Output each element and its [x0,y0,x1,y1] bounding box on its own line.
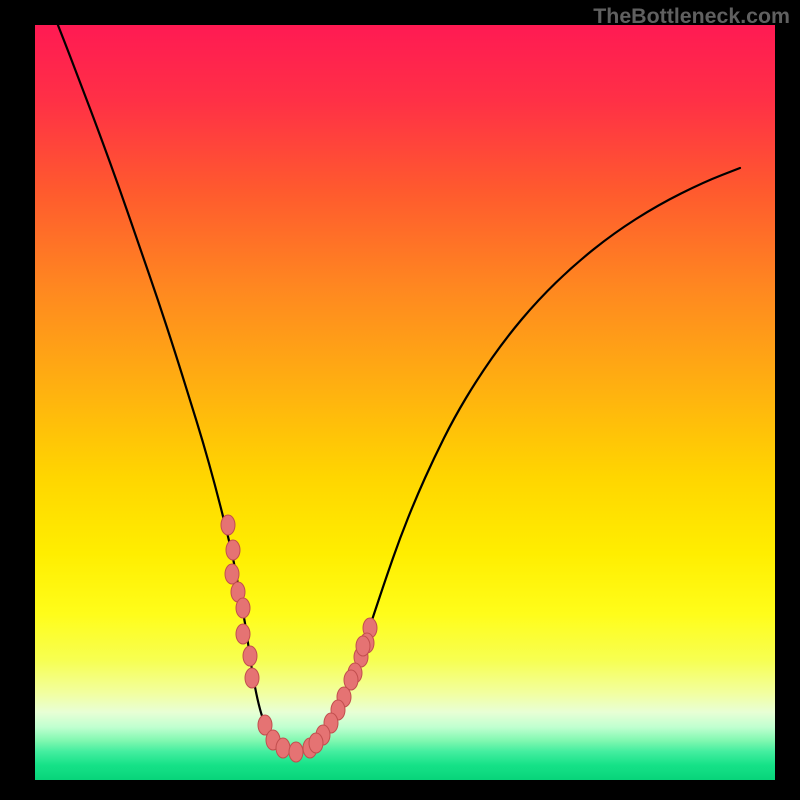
data-marker [356,636,370,656]
data-marker [276,738,290,758]
data-marker [289,742,303,762]
bottleneck-curve [46,25,740,752]
data-marker [245,668,259,688]
data-marker [243,646,257,666]
plot-area [35,25,775,780]
plot-outer-frame [35,25,775,780]
watermark-text: TheBottleneck.com [593,4,790,29]
chart-container: TheBottleneck.com [0,0,800,800]
data-marker [236,624,250,644]
data-marker [236,598,250,618]
bottleneck-curve-layer [35,25,775,780]
data-marker [221,515,235,535]
data-marker [225,564,239,584]
data-marker [226,540,240,560]
data-marker [309,733,323,753]
data-markers-group [221,515,377,762]
